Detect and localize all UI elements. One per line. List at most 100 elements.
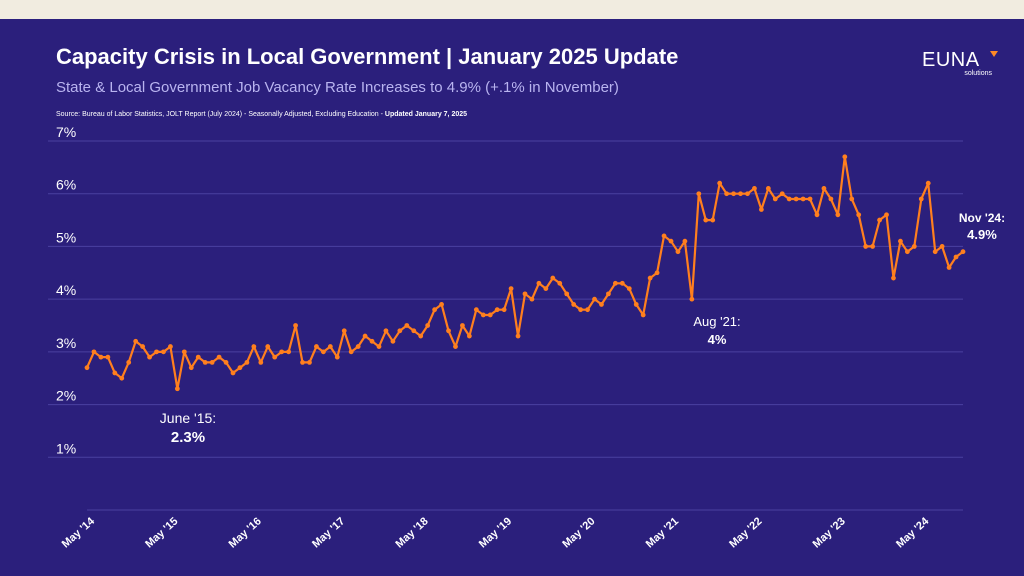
data-point bbox=[619, 280, 625, 286]
source-note: Source: Bureau of Labor Statistics, JOLT… bbox=[56, 111, 467, 118]
data-point bbox=[633, 302, 639, 307]
annotation-low-value: 2.3% bbox=[170, 428, 206, 446]
data-point bbox=[307, 360, 312, 365]
data-point bbox=[731, 191, 736, 197]
data-point bbox=[849, 196, 855, 202]
x-tick-label: May '16 bbox=[227, 515, 264, 550]
data-point bbox=[314, 344, 319, 349]
data-point bbox=[209, 360, 215, 365]
data-point bbox=[696, 191, 702, 197]
data-point bbox=[884, 212, 889, 218]
x-tick-label: May '19 bbox=[477, 515, 514, 550]
source-updated: Updated January 7, 2025 bbox=[384, 111, 468, 118]
x-tick-label: May '22 bbox=[727, 515, 764, 550]
series-layer bbox=[84, 154, 966, 392]
data-point bbox=[494, 307, 500, 313]
data-point bbox=[960, 249, 966, 255]
data-point bbox=[592, 296, 597, 302]
data-point bbox=[480, 312, 486, 318]
data-point bbox=[168, 344, 173, 349]
data-point bbox=[411, 328, 417, 334]
data-point bbox=[251, 344, 257, 349]
data-point bbox=[279, 349, 285, 355]
annotation-low: June '15: 2.3% bbox=[148, 409, 228, 448]
data-point bbox=[362, 333, 368, 339]
data-point bbox=[828, 196, 834, 202]
x-tick-label: May '18 bbox=[393, 515, 430, 550]
data-point bbox=[230, 370, 236, 376]
data-point bbox=[682, 238, 688, 244]
data-point bbox=[807, 196, 813, 202]
data-point bbox=[446, 328, 451, 334]
data-point bbox=[891, 275, 896, 281]
y-tick-label: 5% bbox=[56, 229, 76, 245]
x-tick-label: May '21 bbox=[644, 515, 681, 550]
data-point bbox=[745, 191, 750, 197]
annotation-aug21-label: Aug '21: bbox=[693, 314, 741, 329]
x-axis-ticks: May '14 May '15 May '16 May '17 May '18 May '… bbox=[60, 515, 932, 551]
logo-sub: solutions bbox=[964, 70, 992, 77]
data-point bbox=[898, 238, 903, 244]
data-point bbox=[188, 365, 194, 371]
y-tick-label: 3% bbox=[56, 335, 76, 351]
data-point bbox=[376, 344, 382, 349]
data-point bbox=[856, 212, 862, 218]
y-tick-label: 6% bbox=[56, 177, 76, 193]
data-point bbox=[752, 186, 757, 191]
data-point bbox=[466, 333, 472, 339]
data-point bbox=[126, 360, 132, 365]
data-point bbox=[814, 212, 820, 218]
data-point bbox=[327, 344, 333, 349]
data-point bbox=[334, 354, 340, 360]
data-point bbox=[793, 196, 799, 202]
data-point bbox=[216, 354, 222, 360]
x-tick-label: May '20 bbox=[560, 515, 597, 550]
grid-lines bbox=[48, 140, 963, 511]
data-point bbox=[258, 360, 264, 365]
x-tick-label: May '14 bbox=[60, 515, 98, 551]
data-point bbox=[953, 254, 959, 260]
data-point bbox=[147, 354, 152, 360]
data-point bbox=[675, 249, 681, 255]
data-point bbox=[925, 180, 931, 186]
data-point bbox=[286, 349, 292, 355]
logo-name: EUNA bbox=[922, 49, 980, 71]
data-point bbox=[272, 354, 278, 360]
data-point bbox=[765, 186, 771, 191]
data-point bbox=[717, 180, 723, 186]
data-point bbox=[383, 328, 389, 334]
data-point bbox=[84, 365, 90, 371]
data-point bbox=[487, 312, 493, 318]
data-point bbox=[578, 307, 584, 313]
source-text: Source: Bureau of Labor Statistics, JOLT… bbox=[56, 111, 385, 118]
page-title: Capacity Crisis in Local Government | Ja… bbox=[56, 44, 679, 69]
data-point bbox=[348, 349, 354, 355]
x-tick-label: May '17 bbox=[310, 515, 347, 550]
data-point bbox=[390, 338, 396, 344]
annotation-latest-value: 4.9% bbox=[967, 227, 997, 243]
data-point bbox=[654, 270, 660, 276]
data-point bbox=[647, 275, 653, 281]
data-point bbox=[599, 302, 604, 307]
data-point bbox=[536, 280, 542, 286]
data-point bbox=[842, 154, 848, 160]
data-point bbox=[355, 344, 361, 349]
data-point bbox=[174, 386, 180, 392]
data-point bbox=[904, 249, 910, 255]
data-point bbox=[870, 244, 876, 249]
data-point bbox=[668, 238, 674, 244]
data-point bbox=[564, 291, 570, 297]
annotation-aug21: Aug '21: 4% bbox=[677, 313, 757, 348]
y-tick-label: 1% bbox=[56, 440, 76, 456]
data-point bbox=[237, 365, 243, 371]
data-point bbox=[835, 212, 841, 218]
data-point bbox=[515, 333, 521, 339]
series-line bbox=[85, 155, 964, 390]
page-subtitle: State & Local Government Job Vacancy Rat… bbox=[56, 79, 619, 96]
y-tick-label: 2% bbox=[56, 388, 76, 404]
data-point bbox=[821, 186, 827, 191]
data-point bbox=[432, 307, 438, 313]
data-point bbox=[522, 291, 528, 297]
data-point bbox=[105, 354, 111, 360]
